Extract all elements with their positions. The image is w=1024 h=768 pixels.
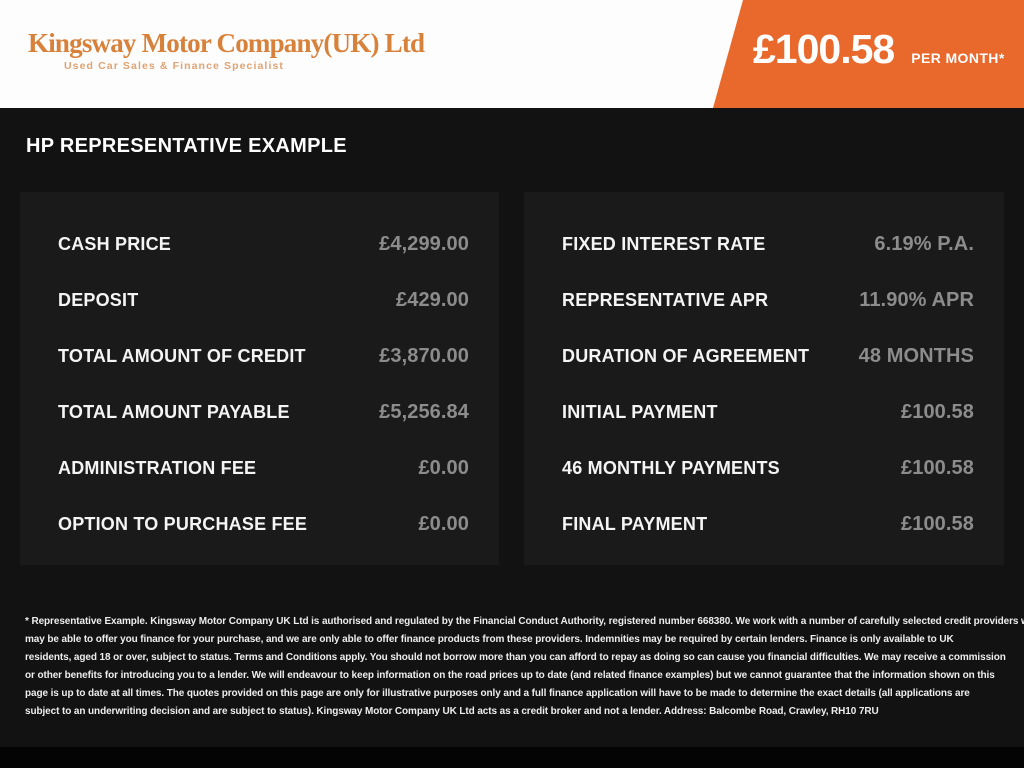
finance-row-label: FIXED INTEREST RATE	[562, 233, 766, 254]
finance-row-value: 6.19% P.A.	[874, 232, 974, 255]
finance-row-label: ADMINISTRATION FEE	[58, 457, 257, 478]
disclaimer-line: or other benefits for introducing you to…	[25, 670, 995, 681]
finance-row-value: 11.90% APR	[859, 288, 974, 311]
finance-row-value: £0.00	[418, 456, 469, 479]
finance-row-value: £0.00	[418, 512, 469, 535]
finance-row-deposit: DEPOSIT £429.00	[58, 272, 469, 328]
disclaimer-line: residents, aged 18 or over, subject to s…	[25, 652, 1006, 663]
finance-row-initial-payment: INITIAL PAYMENT £100.58	[562, 384, 974, 440]
finance-row-value: £100.58	[901, 512, 974, 535]
finance-row-label: TOTAL AMOUNT PAYABLE	[58, 401, 290, 422]
finance-row-total-credit: TOTAL AMOUNT OF CREDIT £3,870.00	[58, 328, 469, 384]
finance-row-label: TOTAL AMOUNT OF CREDIT	[58, 345, 306, 366]
finance-row-value: £3,870.00	[379, 344, 469, 367]
finance-row-cash-price: CASH PRICE £4,299.00	[58, 216, 469, 272]
legal-disclaimer: * Representative Example. Kingsway Motor…	[25, 613, 1024, 721]
finance-row-value: £100.58	[901, 456, 974, 479]
monthly-price-banner: £100.58 PER MONTH*	[713, 0, 1024, 108]
monthly-price-period: PER MONTH*	[911, 50, 1005, 66]
dealer-logo-title: Kingsway Motor Company(UK) Ltd	[28, 28, 425, 58]
disclaimer-line: page is up to date at all times. The quo…	[25, 688, 970, 699]
finance-row-final-payment: FINAL PAYMENT £100.58	[562, 496, 974, 552]
header: Kingsway Motor Company(UK) Ltd Used Car …	[0, 0, 1024, 108]
finance-row-value: £429.00	[396, 288, 469, 311]
finance-row-label: OPTION TO PURCHASE FEE	[58, 513, 308, 534]
dealer-logo: Kingsway Motor Company(UK) Ltd Used Car …	[28, 28, 425, 72]
finance-row-value: £4,299.00	[379, 232, 469, 255]
dealer-logo-tagline: Used Car Sales & Finance Specialist	[64, 60, 284, 72]
disclaimer-line: * Representative Example. Kingsway Motor…	[25, 616, 1024, 627]
finance-row-label: INITIAL PAYMENT	[562, 401, 718, 422]
finance-row-label: CASH PRICE	[58, 233, 172, 254]
bottom-black-bar	[0, 747, 1024, 768]
finance-row-value: £5,256.84	[379, 400, 469, 423]
disclaimer-line: subject to an underwriting decision and …	[25, 706, 879, 717]
finance-panel-left: CASH PRICE £4,299.00 DEPOSIT £429.00 TOT…	[20, 192, 499, 565]
finance-row-label: REPRESENTATIVE APR	[562, 289, 769, 310]
finance-row-representative-apr: REPRESENTATIVE APR 11.90% APR	[562, 272, 974, 328]
finance-row-monthly-payments: 46 MONTHLY PAYMENTS £100.58	[562, 440, 974, 496]
finance-row-label: DEPOSIT	[58, 289, 139, 310]
finance-row-label: DURATION OF AGREEMENT	[562, 345, 810, 366]
finance-row-duration: DURATION OF AGREEMENT 48 MONTHS	[562, 328, 974, 384]
finance-row-total-payable: TOTAL AMOUNT PAYABLE £5,256.84	[58, 384, 469, 440]
finance-row-label: 46 MONTHLY PAYMENTS	[562, 457, 780, 478]
finance-row-fixed-interest-rate: FIXED INTEREST RATE 6.19% P.A.	[562, 216, 974, 272]
section-title: HP REPRESENTATIVE EXAMPLE	[26, 135, 347, 157]
finance-row-admin-fee: ADMINISTRATION FEE £0.00	[58, 440, 469, 496]
finance-panels: CASH PRICE £4,299.00 DEPOSIT £429.00 TOT…	[20, 192, 1004, 565]
finance-example-section: HP REPRESENTATIVE EXAMPLE CASH PRICE £4,…	[0, 108, 1024, 768]
finance-row-label: FINAL PAYMENT	[562, 513, 708, 534]
finance-row-option-to-purchase-fee: OPTION TO PURCHASE FEE £0.00	[58, 496, 469, 552]
finance-row-value: 48 MONTHS	[858, 344, 974, 367]
monthly-price-amount: £100.58	[753, 26, 895, 72]
finance-panel-right: FIXED INTEREST RATE 6.19% P.A. REPRESENT…	[524, 192, 1004, 565]
finance-row-value: £100.58	[901, 400, 974, 423]
disclaimer-line: may be able to offer you finance for you…	[25, 634, 954, 645]
